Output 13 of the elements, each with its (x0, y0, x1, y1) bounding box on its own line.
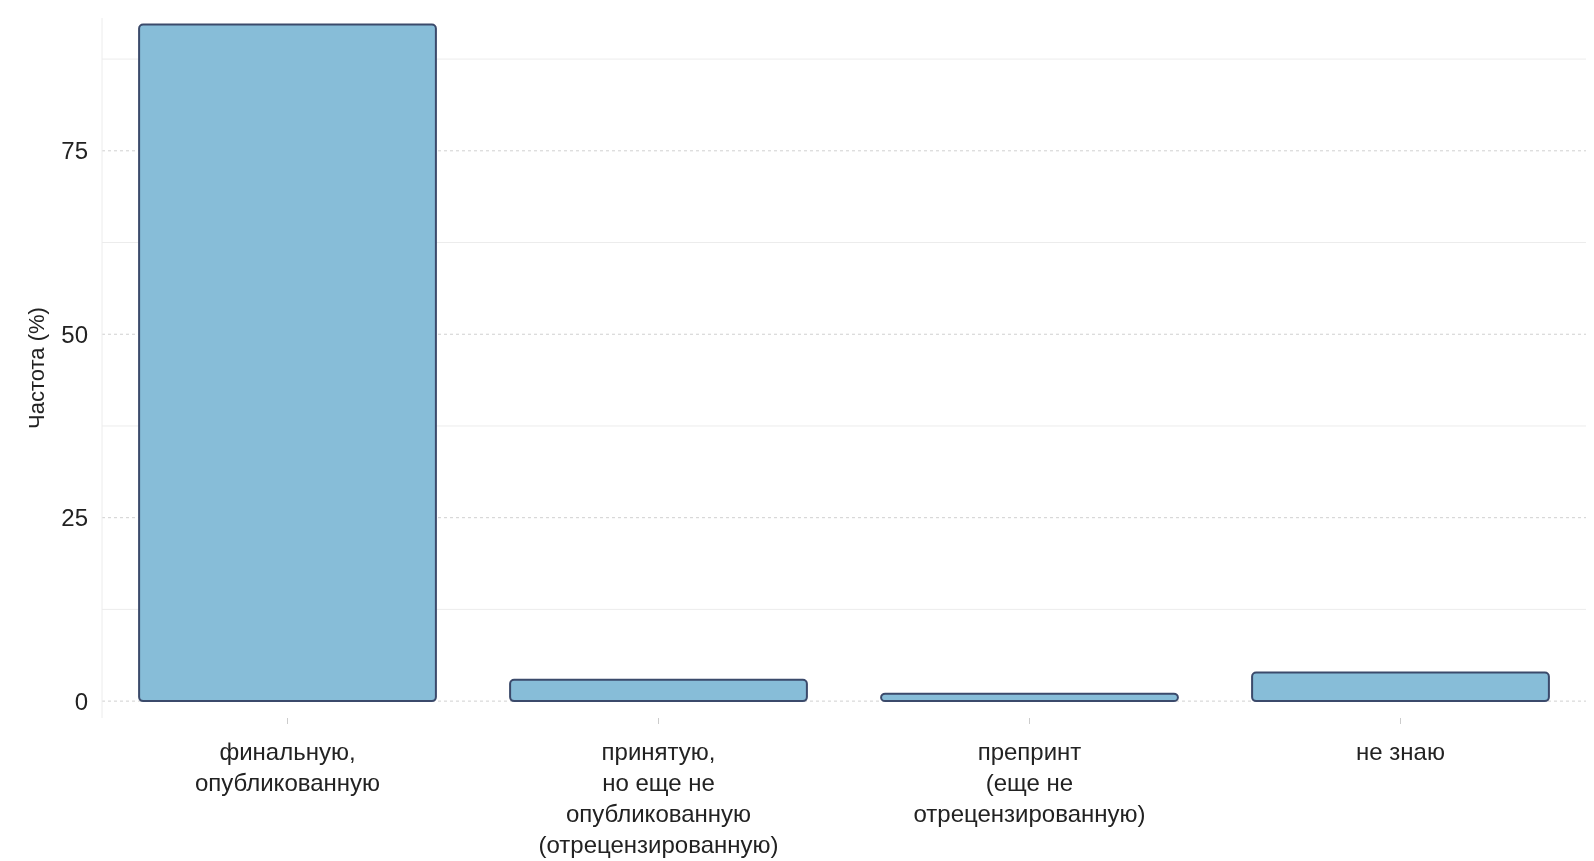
y-tick-label: 50 (61, 320, 88, 348)
bar (880, 692, 1179, 703)
x-tick-label: финальную, опубликованную (194, 738, 381, 796)
bar (1251, 671, 1550, 703)
y-tick-label: 0 (74, 687, 88, 715)
y-tick-label: 75 (61, 137, 88, 165)
x-tick-label: принятую, но еще не опубликованную (отрецензированную) (538, 738, 779, 858)
bar (509, 678, 808, 703)
y-tick-label: 25 (61, 504, 88, 532)
x-tick-label: не знаю (1356, 738, 1445, 765)
y-axis-title: Частота (%) (24, 307, 49, 429)
x-tick-label: препринт (еще не отрецензированную) (913, 738, 1146, 827)
bar (138, 23, 437, 703)
